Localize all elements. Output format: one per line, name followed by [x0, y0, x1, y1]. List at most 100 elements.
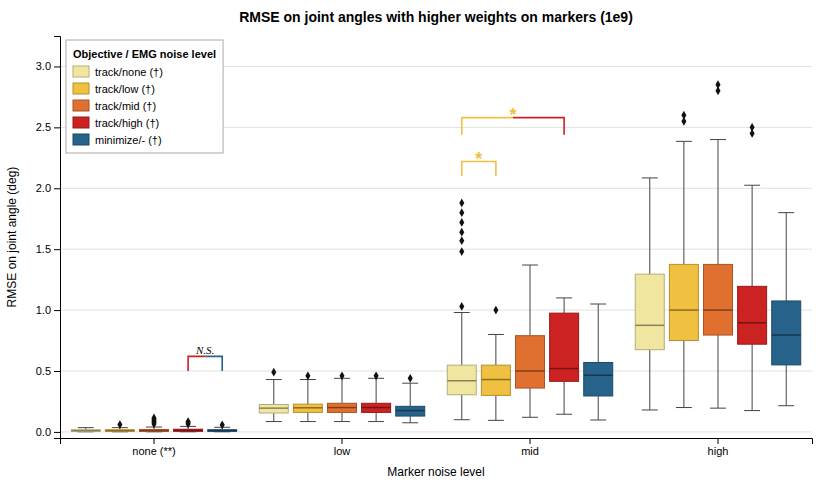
box [516, 265, 545, 417]
box [174, 417, 203, 432]
flier [408, 374, 413, 383]
median [550, 368, 579, 370]
annotation-label: N.S. [195, 344, 214, 356]
box [635, 178, 664, 410]
y-tick-mark [54, 371, 60, 372]
median [481, 379, 510, 381]
box [772, 213, 801, 406]
whisker-cap [454, 419, 470, 420]
x-tick-mark [342, 438, 343, 444]
x-tick-mark [718, 438, 719, 444]
legend-swatch [73, 66, 89, 77]
legend-item: track/high (†) [73, 117, 159, 129]
median [635, 325, 664, 327]
whisker [649, 178, 650, 274]
whisker-cap [556, 414, 572, 415]
x-tick: low [334, 438, 351, 457]
flier [459, 236, 464, 245]
bracket-left [188, 356, 205, 371]
x-axis: none (**)lowmidhigh [61, 438, 813, 457]
y-tick: 0.0 [36, 426, 60, 438]
y-tick: 2.5 [36, 121, 60, 133]
whisker [649, 350, 650, 410]
flier [117, 420, 122, 429]
median [328, 407, 357, 409]
whisker-cap [334, 421, 350, 422]
legend-label: minimize/- (†) [95, 134, 162, 146]
y-tick-mark [54, 188, 60, 189]
median [293, 407, 322, 409]
flier [459, 228, 464, 237]
whisker-cap [556, 297, 572, 298]
legend-item: track/low (†) [73, 83, 155, 95]
box-body [516, 336, 545, 388]
y-axis-title: RMSE on joint angle (deg) [5, 167, 19, 308]
whisker [598, 396, 599, 420]
whisker-cap [78, 427, 94, 428]
whisker [273, 413, 274, 422]
box [396, 374, 425, 423]
whisker-cap [488, 420, 504, 421]
whisker [598, 304, 599, 362]
whisker [786, 365, 787, 406]
annotation-label: * [475, 149, 482, 169]
median [105, 430, 134, 432]
legend-swatch [73, 134, 89, 145]
whisker-cap [590, 304, 606, 305]
whisker [564, 298, 565, 313]
box [328, 372, 357, 422]
box-body [71, 430, 100, 432]
median [259, 407, 288, 409]
box [105, 420, 134, 432]
legend-frame [66, 40, 223, 153]
median [772, 334, 801, 336]
x-tick: mid [521, 438, 539, 457]
box [259, 368, 288, 422]
box [293, 372, 322, 422]
annotations: N.S.** [195, 105, 516, 356]
box-body [328, 403, 357, 412]
grid-line [60, 188, 812, 189]
x-axis-title: Marker noise level [387, 465, 484, 479]
whisker [683, 341, 684, 408]
whisker-cap [710, 139, 726, 140]
y-tick-label: 3.0 [36, 60, 51, 72]
whisker [752, 185, 753, 286]
whisker-cap [488, 334, 504, 335]
grid-line [60, 310, 812, 311]
flier [151, 414, 156, 423]
y-tick-mark [54, 310, 60, 311]
grid-line [60, 371, 812, 372]
whisker-cap [676, 141, 692, 142]
flier [186, 417, 191, 426]
whisker [376, 412, 377, 421]
x-tick-label: low [334, 445, 351, 457]
whisker [342, 412, 343, 421]
whisker-cap [710, 408, 726, 409]
series [174, 123, 767, 432]
flier [750, 123, 755, 132]
x-tick: none (**) [132, 438, 175, 457]
y-tick-label: 2.5 [36, 121, 51, 133]
whisker [410, 416, 411, 423]
whisker [495, 395, 496, 420]
y-tick: 1.5 [36, 243, 60, 255]
whisker-cap [744, 410, 760, 411]
box-body [105, 430, 134, 432]
whisker-cap [744, 185, 760, 186]
y-tick-label: 1.0 [36, 304, 51, 316]
whisker [718, 335, 719, 408]
box [550, 298, 579, 414]
box-body [362, 403, 391, 412]
x-tick-label: none (**) [132, 445, 175, 457]
box-body [772, 301, 801, 365]
bracket-left [462, 118, 513, 135]
whisker-cap [778, 405, 794, 406]
whisker-cap [266, 379, 282, 380]
median [738, 322, 767, 324]
y-tick-label: 2.0 [36, 182, 51, 194]
box-body [584, 362, 613, 396]
flier [220, 420, 225, 429]
median [584, 375, 613, 377]
whisker [786, 213, 787, 301]
